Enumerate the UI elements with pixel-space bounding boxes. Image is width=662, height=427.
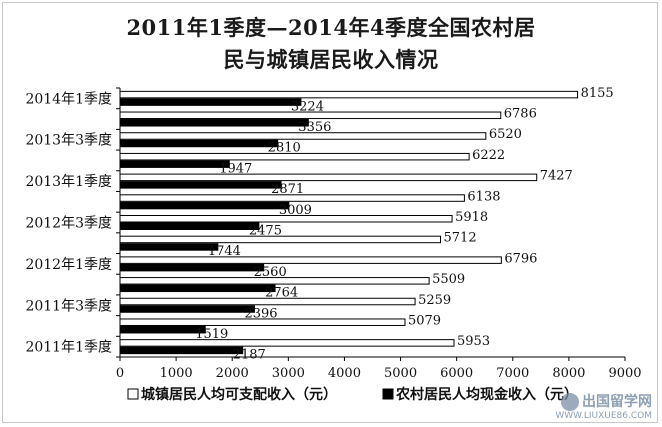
watermark-brand: 出国留学网 [582,394,652,410]
bar-rural [119,119,309,127]
x-tick-label: 8000 [552,366,585,381]
chart-title-line-2: 民与城镇居民收入情况 [223,47,439,72]
data-label-rural: 2560 [254,265,287,280]
y-tick-label: 2012年3季度 [25,216,112,232]
x-tick-label: 2000 [216,366,249,381]
data-label-urban: 5918 [455,210,488,225]
data-label-rural: 3224 [291,99,324,114]
data-label-rural: 2810 [268,141,301,156]
data-label-urban: 6138 [467,189,500,204]
data-label-rural: 1744 [208,244,241,259]
data-label-rural: 1947 [219,161,252,176]
bar-rural [119,160,230,168]
y-tick-label: 2011年1季度 [25,340,112,356]
bar-urban [119,297,416,306]
bar-rural [119,284,276,293]
data-label-urban: 5712 [444,231,477,246]
chart-title-line-1: 2011年1季度—2014年4季度全国农村居 [126,15,536,40]
data-label-rural: 1519 [195,327,228,342]
bar-rural [119,201,290,210]
data-label-urban: 5079 [408,313,441,328]
bar-urban [119,256,502,264]
bar-rural [119,346,244,355]
legend-label-rural: 农村居民人均现金收入（元） [395,386,578,403]
data-label-rural: 3356 [298,120,331,135]
bar-rural [119,243,219,251]
bar-rural [119,222,260,230]
bar-urban [119,173,538,182]
data-label-urban: 5259 [418,293,451,308]
data-label-urban: 7427 [540,169,573,184]
y-tick-label: 2012年1季度 [25,257,112,273]
data-label-urban: 6796 [504,251,537,266]
data-label-rural: 2187 [233,348,266,363]
y-tick-label: 2013年3季度 [25,133,112,149]
bar-urban [119,339,455,347]
data-label-rural: 2475 [249,224,282,239]
data-label-rural: 2396 [244,306,277,321]
y-tick-label: 2011年3季度 [25,298,112,314]
x-tick-label: 0 [116,366,124,381]
x-tick-label: 3000 [272,366,305,381]
bar-rural [119,139,279,148]
legend-swatch-urban [127,388,139,400]
watermark-url: WWW.LIUXUE86.COM [555,411,652,421]
bar-urban [119,132,487,140]
bar-rural [119,98,302,106]
bar-urban [119,152,470,161]
bar-urban [119,215,453,223]
data-label-rural: 3009 [279,203,312,218]
bar-rural [119,263,265,272]
bar-urban [119,235,442,244]
data-label-urban: 8155 [581,86,614,101]
x-tick-label: 5000 [384,366,417,381]
data-label-urban: 5509 [432,272,465,287]
x-tick-label: 4000 [328,366,361,381]
bar-urban [119,111,502,120]
bar-urban [119,318,406,326]
data-label-rural: 2871 [271,182,304,197]
chart-frame [2,2,658,423]
bar-rural [119,181,282,189]
bar-rural [119,325,206,334]
bar-rural [119,305,255,313]
bar-urban [119,277,430,285]
x-tick-label: 9000 [608,366,641,381]
y-tick-label: 2014年1季度 [25,91,112,107]
bar-urban [119,90,579,99]
watermark-logo-icon [561,392,579,411]
legend-label-urban: 城镇居民人均可支配收入（元） [141,386,337,403]
watermark: 出国留学网 WWW.LIUXUE86.COM [555,391,652,421]
data-label-rural: 2764 [265,286,298,301]
data-label-urban: 6222 [472,148,505,163]
legend-swatch-rural [382,388,394,400]
data-label-urban: 6520 [489,127,522,142]
data-label-urban: 5953 [457,334,490,349]
x-tick-label: 1000 [160,366,193,381]
bar-urban [119,194,465,202]
x-tick-label: 7000 [496,366,529,381]
x-tick-label: 6000 [440,366,473,381]
data-label-urban: 6786 [504,107,537,122]
y-tick-label: 2013年1季度 [25,174,112,190]
